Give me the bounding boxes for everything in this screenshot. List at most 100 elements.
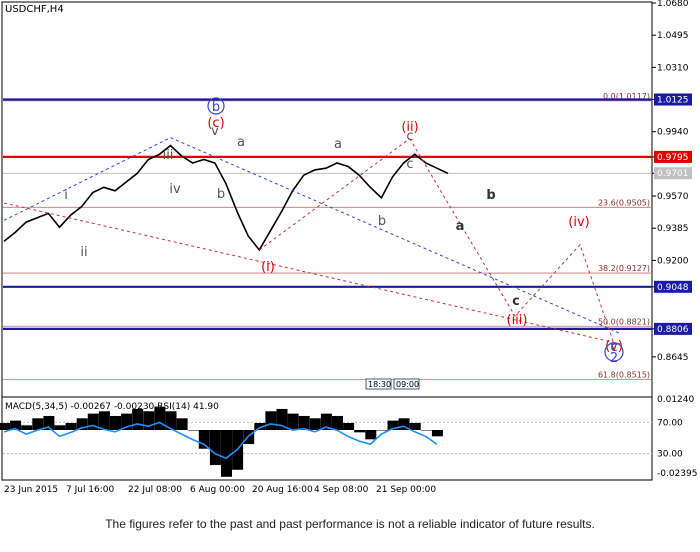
macd-bar (198, 430, 210, 449)
wave-label: c (610, 340, 617, 355)
target-circle (604, 342, 624, 362)
price-line (3, 144, 449, 252)
wave-label: (iv) (568, 215, 589, 230)
macd-bar (298, 415, 310, 430)
macd-bar (54, 425, 66, 430)
macd-bar (87, 413, 99, 430)
wave-label: a (456, 219, 465, 234)
macd-bar (154, 406, 166, 430)
price-tick-label: 1.0495 (657, 31, 689, 41)
wave-ii-line (259, 138, 410, 251)
toolbar-time: 09:00 (396, 380, 419, 389)
macd-bar (332, 415, 343, 430)
wave-label: (v) (605, 339, 623, 354)
key-level-tag (654, 150, 692, 163)
indicator-tick-label: 0.01240 (657, 395, 694, 405)
trend-line-channel (170, 137, 621, 334)
macd-bar (98, 411, 110, 430)
macd-bar (143, 411, 155, 430)
wave-label: (iii) (507, 313, 528, 328)
fib-level-label: 50.0(0.8821) (598, 317, 650, 326)
indicator-title: MACD(5,34,5) -0.00267 -0.00230 RSI(14) 4… (5, 402, 219, 412)
wave-label: b (378, 214, 386, 229)
price-tick-label: 0.9385 (657, 224, 689, 234)
key-level-tag-label: 1.0125 (657, 96, 689, 106)
wave-label: iii (163, 148, 174, 163)
key-level-tag-label: 0.9795 (657, 153, 689, 163)
wave-label: ii (80, 245, 87, 260)
macd-bar (254, 422, 266, 430)
macd-bar (43, 415, 55, 430)
price-tick-label: 0.9570 (657, 192, 689, 202)
time-axis-label: 6 Aug 00:00 (190, 485, 245, 495)
projection-path (409, 138, 615, 344)
macd-bar (365, 430, 377, 440)
wave-label: c (406, 157, 413, 172)
macd-bar (287, 413, 299, 430)
time-axis-label: 20 Aug 16:00 (252, 485, 313, 495)
wave-label: a (334, 137, 342, 152)
macd-bar (309, 418, 321, 430)
macd-bar (265, 411, 277, 430)
fib-level-label: 23.6(0.9505) (598, 198, 650, 207)
macd-bar (76, 418, 88, 430)
macd-bar (276, 408, 288, 430)
indicator-tick-label: -0.02395 (657, 469, 697, 479)
time-axis-label: 7 Jul 16:00 (66, 485, 115, 495)
macd-bar (209, 430, 221, 466)
time-axis-label: 22 Jul 08:00 (128, 485, 182, 495)
price-tick-label: 1.0680 (657, 0, 689, 9)
wave-b-circle (207, 97, 225, 115)
fib-level-label: 38.2(0.9127) (598, 264, 650, 273)
fib-level-label: 61.8(0.8515) (598, 370, 650, 379)
macd-bar (409, 422, 421, 430)
macd-bar (0, 422, 10, 430)
time-axis-label: 23 Jun 2015 (4, 485, 58, 495)
indicator-tick-label: 30.00 (657, 450, 683, 460)
wave-label: i (64, 188, 68, 203)
current-price-tag (654, 167, 692, 180)
macd-bar (343, 422, 355, 430)
symbol-label: USDCHF,H4 (5, 4, 64, 15)
macd-bar (431, 430, 443, 437)
price-tick-label: 0.9200 (657, 256, 689, 266)
macd-bar (376, 430, 388, 431)
macd-bar (221, 430, 232, 477)
wave-label: b (217, 187, 225, 202)
macd-bar (387, 420, 399, 430)
toolbar-time-box (393, 378, 420, 390)
macd-bar (121, 413, 133, 430)
price-tick-label: 0.8645 (657, 353, 689, 363)
time-axis-label: 4 Sep 08:00 (314, 485, 369, 495)
macd-bar (132, 408, 144, 430)
macd-bar (165, 411, 177, 430)
current-price-tag-label: 0.9701 (657, 169, 689, 179)
price-panel[interactable]: 1.0680 1.0495 1.0310 1.0125 0.9940 0.9795 0.97… (2, 0, 692, 495)
wave-label: b (486, 188, 495, 203)
trend-line-upper (3, 137, 171, 221)
macd-bar (65, 422, 77, 430)
indicator-panel: 0.01240 70.00 30.00 -0.02395 (0, 395, 697, 479)
macd-bar (398, 418, 410, 430)
key-level-tag-label: 0.8806 (657, 325, 689, 335)
key-level-tag (654, 93, 692, 106)
wave-label: c (512, 294, 520, 309)
toolbar-time-box (365, 378, 392, 390)
time-axis-label: 21 Sep 00:00 (376, 485, 436, 495)
wave-label: a (237, 135, 245, 150)
macd-bar (354, 430, 366, 433)
chart-border (1, 1, 653, 481)
wave-label: iv (169, 182, 181, 197)
wave-label: v (211, 124, 219, 139)
macd-bar (187, 430, 199, 431)
macd-bar (176, 418, 188, 430)
wave-label: b (212, 100, 220, 115)
macd-bar (10, 420, 22, 430)
wave-label: (c) (207, 116, 224, 131)
key-level-tag (654, 322, 692, 335)
indicator-tick-label: 70.00 (657, 418, 683, 428)
wave-label: 2 (610, 351, 618, 366)
price-tick-label: 1.0310 (657, 63, 689, 73)
price-tick-label: 0.9940 (657, 128, 689, 138)
